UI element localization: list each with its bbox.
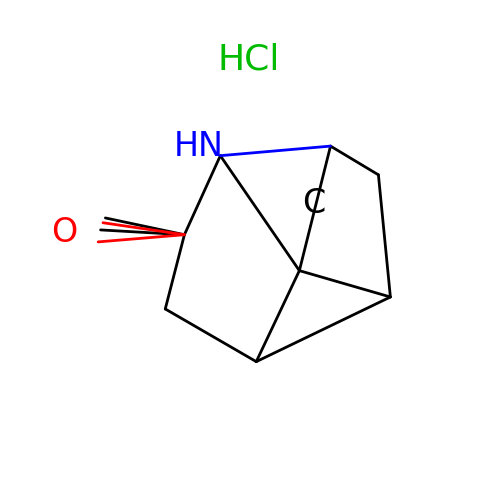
Text: C: C bbox=[302, 187, 325, 220]
Text: O: O bbox=[52, 216, 78, 249]
Text: HCl: HCl bbox=[218, 43, 280, 77]
Text: HN: HN bbox=[174, 130, 224, 162]
